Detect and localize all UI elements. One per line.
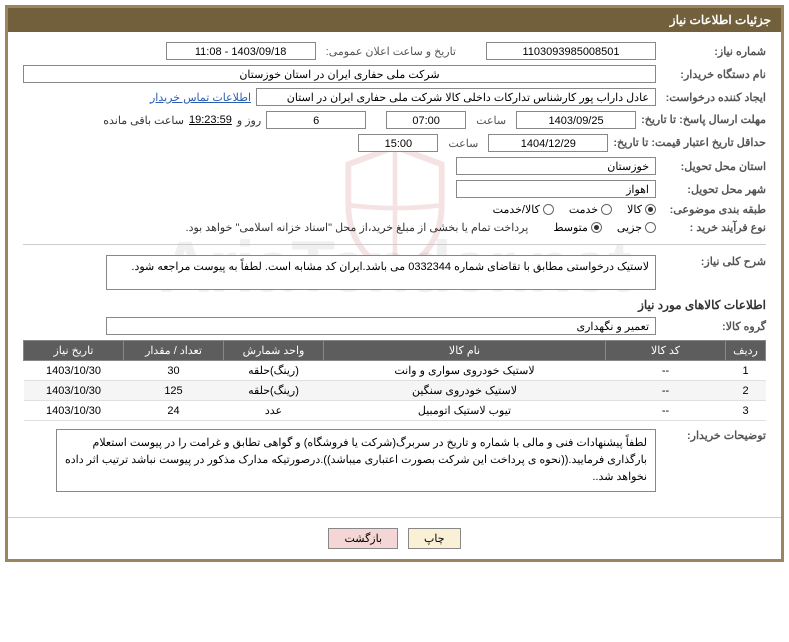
desc-label: شرح کلی نیاز: (661, 255, 766, 268)
table-cell: 125 (124, 381, 224, 401)
th-name: نام کالا (324, 341, 606, 361)
th-code: کد کالا (606, 341, 726, 361)
table-row: 2--لاستیک خودروی سنگین(رینگ)حلقه1251403/… (24, 381, 766, 401)
validity-time: 15:00 (358, 134, 438, 152)
category-label: طبقه بندی موضوعی: (661, 203, 766, 216)
days-remaining: 6 (266, 111, 366, 129)
requester-value: عادل داراب پور کارشناس تدارکات داخلی کال… (256, 88, 656, 106)
goods-section-title: اطلاعات کالاهای مورد نیاز (23, 298, 766, 312)
page-title: جزئیات اطلاعات نیاز (670, 13, 771, 27)
radio-service-label: خدمت (569, 203, 598, 216)
requester-label: ایجاد کننده درخواست: (661, 91, 766, 104)
deadline-time: 07:00 (386, 111, 466, 129)
hours-remaining: 19:23:59 (189, 114, 232, 126)
table-cell: 1403/10/30 (24, 361, 124, 381)
buyer-org-value: شرکت ملی حفاری ایران در استان خوزستان (23, 65, 656, 83)
table-cell: -- (606, 361, 726, 381)
need-no-value: 1103093985008501 (486, 42, 656, 60)
radio-medium-circle (591, 222, 602, 233)
deadline-date: 1403/09/25 (516, 111, 636, 129)
radio-service[interactable]: خدمت (569, 203, 612, 216)
radio-goods-service[interactable]: کالا/خدمت (493, 203, 554, 216)
table-cell: -- (606, 401, 726, 421)
content-area: شماره نیاز: 1103093985008501 تاریخ و ساع… (8, 32, 781, 507)
table-cell: 1 (726, 361, 766, 381)
table-cell: عدد (224, 401, 324, 421)
validity-date: 1404/12/29 (488, 134, 608, 152)
radio-service-circle (601, 204, 612, 215)
radio-goods-label: کالا (627, 203, 642, 216)
explain-label: توضیحات خریدار: (661, 429, 766, 442)
th-qty: تعداد / مقدار (124, 341, 224, 361)
th-idx: ردیف (726, 341, 766, 361)
city-value: اهواز (456, 180, 656, 198)
table-cell: -- (606, 381, 726, 401)
radio-partial-circle (645, 222, 656, 233)
group-label: گروه کالا: (661, 320, 766, 333)
buyer-org-label: نام دستگاه خریدار: (661, 68, 766, 81)
radio-medium[interactable]: متوسط (553, 221, 602, 234)
time-word-1: ساعت (476, 114, 506, 127)
table-cell: 3 (726, 401, 766, 421)
radio-partial-label: جزیی (617, 221, 642, 234)
button-bar: چاپ بازگشت (8, 517, 781, 559)
table-cell: 30 (124, 361, 224, 381)
goods-table: ردیف کد کالا نام کالا واحد شمارش تعداد /… (23, 340, 766, 421)
table-cell: (رینگ)حلقه (224, 381, 324, 401)
city-label: شهر محل تحویل: (661, 183, 766, 196)
validity-label: حداقل تاریخ اعتبار قیمت: تا تاریخ: (613, 137, 766, 149)
table-cell: 1403/10/30 (24, 401, 124, 421)
group-value: تعمیر و نگهداری (106, 317, 656, 335)
radio-goods-circle (645, 204, 656, 215)
table-row: 1--لاستیک خودروی سواری و وانت(رینگ)حلقه3… (24, 361, 766, 381)
category-radio-group: کالا خدمت کالا/خدمت (493, 203, 656, 216)
table-cell: لاستیک خودروی سواری و وانت (324, 361, 606, 381)
table-cell: 1403/10/30 (24, 381, 124, 401)
province-label: استان محل تحویل: (661, 160, 766, 173)
radio-partial[interactable]: جزیی (617, 221, 656, 234)
table-cell: (رینگ)حلقه (224, 361, 324, 381)
province-value: خوزستان (456, 157, 656, 175)
remaining-word: ساعت باقی مانده (103, 114, 184, 127)
radio-goods-service-label: کالا/خدمت (493, 203, 540, 216)
process-note: پرداخت تمام یا بخشی از مبلغ خرید،از محل … (186, 221, 529, 234)
radio-medium-label: متوسط (553, 221, 588, 234)
radio-goods-service-circle (543, 204, 554, 215)
back-button[interactable]: بازگشت (328, 528, 398, 549)
table-cell: لاستیک خودروی سنگین (324, 381, 606, 401)
table-cell: تیوب لاستیک اتومبیل (324, 401, 606, 421)
th-unit: واحد شمارش (224, 341, 324, 361)
process-label: نوع فرآیند خرید : (661, 221, 766, 234)
radio-goods[interactable]: کالا (627, 203, 656, 216)
explain-text: لطفاً پیشنهادات فنی و مالی با شماره و تا… (56, 429, 656, 492)
main-frame: جزئیات اطلاعات نیاز شماره نیاز: 11030939… (5, 5, 784, 562)
table-cell: 2 (726, 381, 766, 401)
table-row: 3--تیوب لاستیک اتومبیلعدد241403/10/30 (24, 401, 766, 421)
print-button[interactable]: چاپ (408, 528, 461, 549)
need-no-label: شماره نیاز: (661, 45, 766, 58)
contact-link[interactable]: اطلاعات تماس خریدار (150, 91, 251, 104)
days-word: روز و (237, 114, 261, 127)
announce-value: 1403/09/18 - 11:08 (166, 42, 316, 60)
deadline-label: مهلت ارسال پاسخ: تا تاریخ: (641, 114, 766, 126)
desc-text: لاستیک درخواستی مطابق با تقاضای شماره 03… (106, 255, 656, 290)
announce-label: تاریخ و ساعت اعلان عمومی: (326, 45, 456, 58)
header-bar: جزئیات اطلاعات نیاز (8, 8, 781, 32)
process-radio-group: جزیی متوسط (553, 221, 656, 234)
th-date: تاریخ نیاز (24, 341, 124, 361)
table-cell: 24 (124, 401, 224, 421)
time-word-2: ساعت (448, 137, 478, 150)
goods-table-wrap: ردیف کد کالا نام کالا واحد شمارش تعداد /… (23, 340, 766, 421)
